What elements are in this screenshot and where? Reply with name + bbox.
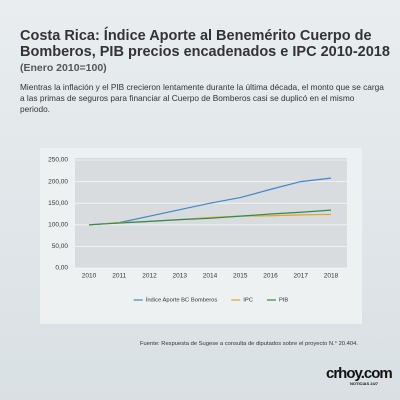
legend-label: PIB <box>279 298 288 304</box>
x-tick-label: 2010 <box>82 273 97 280</box>
y-tick-label: 50,00 <box>52 243 69 250</box>
title: Costa Rica: Índice Aporte al Benemérito … <box>20 28 390 60</box>
y-tick-label: 250,00 <box>48 157 68 164</box>
x-tick-label: 2018 <box>324 273 339 280</box>
description: Mientras la inflación y el PIB crecieron… <box>20 82 384 114</box>
x-tick-label: 2011 <box>112 273 126 280</box>
x-tick-label: 2016 <box>263 273 278 280</box>
y-tick-label: 100,00 <box>48 222 68 229</box>
x-tick-label: 2017 <box>294 273 309 280</box>
legend-label: Índice Aporte BC Bomberos <box>146 297 218 304</box>
x-tick-label: 2013 <box>173 273 188 280</box>
legend-label: IPC <box>243 298 253 304</box>
series-line <box>88 209 332 226</box>
plot-area <box>75 158 347 268</box>
x-tick-label: 2015 <box>233 273 248 280</box>
y-tick-label: 150,00 <box>48 200 68 207</box>
subtitle: (Enero 2010=100) <box>20 62 107 74</box>
x-tick-label: 2014 <box>203 273 218 280</box>
x-tick-label: 2012 <box>142 273 157 280</box>
logo: crhoy.com <box>326 365 393 382</box>
y-tick-label: 200,00 <box>48 178 68 185</box>
logo-tagline: NOTICIAS 24/7 <box>350 381 379 386</box>
source: Fuente: Respuesta de Sugese a consulta d… <box>140 341 358 347</box>
series-line <box>88 177 332 226</box>
y-tick-label: 0,00 <box>55 265 68 272</box>
